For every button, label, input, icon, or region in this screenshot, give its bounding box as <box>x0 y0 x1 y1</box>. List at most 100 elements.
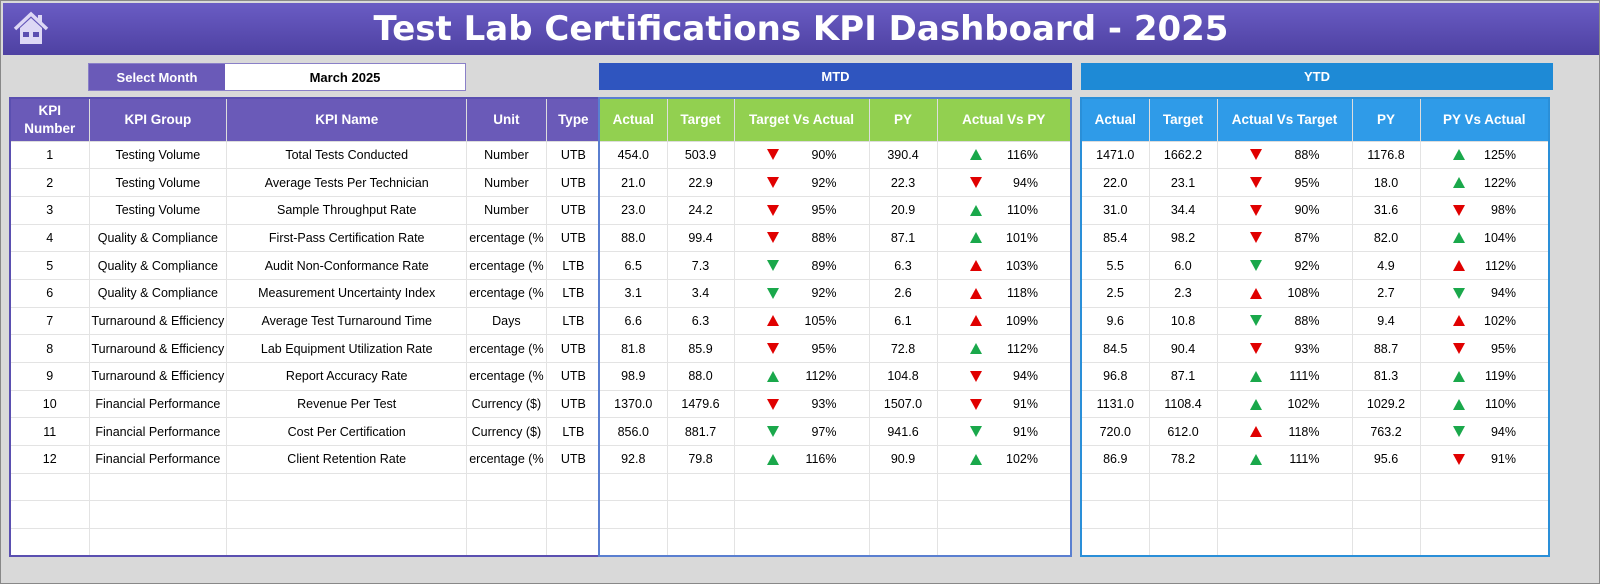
comparison-cell: 88% <box>1216 140 1353 170</box>
py-value: 941.6 <box>868 417 938 447</box>
arrow-up-icon <box>969 232 982 244</box>
kpi-type: UTB <box>545 168 602 197</box>
page-title: Test Lab Certifications KPI Dashboard - … <box>373 9 1229 49</box>
comparison-cell: 92% <box>733 278 870 308</box>
empty-cell <box>1080 528 1150 557</box>
arrow-up-icon <box>766 315 779 327</box>
target-value: 79.8 <box>666 445 735 474</box>
comparison-cell: 105% <box>733 306 870 336</box>
actual-value: 3.1 <box>598 278 668 308</box>
arrow-down-icon <box>1249 343 1262 355</box>
percent-value: 95% <box>1294 175 1320 190</box>
kpi-name: First-Pass Certification Rate <box>226 223 468 253</box>
empty-cell <box>1148 472 1218 502</box>
arrow-up-icon <box>1249 370 1262 382</box>
kpi-unit: Number <box>466 168 547 197</box>
comparison-cell: 118% <box>1216 417 1353 447</box>
comparison-cell: 101% <box>936 223 1072 253</box>
arrow-up-icon <box>766 453 779 465</box>
kpi-unit: Days <box>466 306 547 336</box>
table-row: 1 Testing Volume Total Tests Conducted Numb… <box>9 140 602 170</box>
comparison-cell: 111% <box>1216 445 1353 474</box>
comparison-cell: 125% <box>1419 140 1550 170</box>
percent-value: 90% <box>1294 203 1320 218</box>
kpi-name: Audit Non-Conformance Rate <box>226 251 468 280</box>
empty-cell <box>868 500 938 530</box>
kpi-unit: Number <box>466 195 547 225</box>
actual-value: 5.5 <box>1080 251 1150 280</box>
percent-value: 91% <box>1012 397 1038 412</box>
kpi-type: UTB <box>545 223 602 253</box>
arrow-up-icon <box>1452 232 1465 244</box>
target-value: 881.7 <box>666 417 735 447</box>
comparison-cell: 94% <box>1419 278 1550 308</box>
comparison-cell: 94% <box>936 362 1072 391</box>
column-header: Target Vs Actual <box>733 97 870 142</box>
percent-value: 109% <box>1006 313 1038 328</box>
empty-cell <box>466 528 547 557</box>
percent-value: 119% <box>1484 369 1516 384</box>
table-row: 6.5 7.3 89% 6.3 103% <box>598 251 1072 280</box>
comparison-cell: 94% <box>936 168 1072 197</box>
percent-value: 112% <box>805 369 837 384</box>
kpi-group: Testing Volume <box>88 168 228 197</box>
percent-value: 92% <box>811 175 837 190</box>
table-row: 96.8 87.1 111% 81.3 119% <box>1080 362 1550 391</box>
kpi-group: Financial Performance <box>88 445 228 474</box>
empty-cell <box>466 500 547 530</box>
dashboard-header: Test Lab Certifications KPI Dashboard - … <box>3 3 1599 55</box>
target-value: 22.9 <box>666 168 735 197</box>
empty-cell <box>733 472 870 502</box>
py-value: 20.9 <box>868 195 938 225</box>
percent-value: 92% <box>811 286 837 301</box>
percent-value: 88% <box>1294 147 1320 162</box>
month-dropdown[interactable]: March 2025 <box>225 64 465 90</box>
comparison-cell: 95% <box>733 334 870 363</box>
table-row: 720.0 612.0 118% 763.2 94% <box>1080 417 1550 447</box>
comparison-cell: 111% <box>1216 362 1353 391</box>
empty-cell <box>1216 528 1353 557</box>
actual-value: 1471.0 <box>1080 140 1150 170</box>
kpi-group: Quality & Compliance <box>88 251 228 280</box>
arrow-up-icon <box>969 453 982 465</box>
py-value: 88.7 <box>1351 334 1421 363</box>
py-value: 9.4 <box>1351 306 1421 336</box>
arrow-up-icon <box>969 343 982 355</box>
actual-value: 2.5 <box>1080 278 1150 308</box>
py-value: 1176.8 <box>1351 140 1421 170</box>
empty-cell <box>1148 500 1218 530</box>
column-header: Actual <box>598 97 668 142</box>
column-header: Actual Vs Target <box>1216 97 1353 142</box>
arrow-down-icon <box>766 343 779 355</box>
kpi-type: UTB <box>545 445 602 474</box>
arrow-up-icon <box>1249 398 1262 410</box>
actual-value: 454.0 <box>598 140 668 170</box>
percent-value: 111% <box>1289 452 1320 467</box>
ytd-table: Actual Target Actual Vs Target PY PY Vs Actu… <box>1080 97 1550 558</box>
comparison-cell: 95% <box>1419 334 1550 363</box>
percent-value: 102% <box>1287 397 1320 412</box>
actual-value: 1370.0 <box>598 389 668 419</box>
target-value: 88.0 <box>666 362 735 391</box>
kpi-name: Report Accuracy Rate <box>226 362 468 391</box>
percent-value: 94% <box>1490 424 1516 439</box>
percent-value: 111% <box>1289 369 1320 384</box>
kpi-type: UTB <box>545 362 602 391</box>
empty-cell <box>936 500 1072 530</box>
comparison-cell: 97% <box>733 417 870 447</box>
target-value: 7.3 <box>666 251 735 280</box>
target-value: 2.3 <box>1148 278 1218 308</box>
comparison-cell: 102% <box>936 445 1072 474</box>
arrow-down-icon <box>1249 315 1262 327</box>
actual-value: 1131.0 <box>1080 389 1150 419</box>
percent-value: 93% <box>811 397 837 412</box>
table-row: 3.1 3.4 92% 2.6 118% <box>598 278 1072 308</box>
arrow-down-icon <box>969 398 982 410</box>
kpi-group: Turnaround & Efficiency <box>88 334 228 363</box>
arrow-up-icon <box>766 370 779 382</box>
home-icon[interactable] <box>11 9 51 49</box>
comparison-cell: 88% <box>1216 306 1353 336</box>
empty-cell <box>1351 472 1421 502</box>
empty-cell <box>1351 528 1421 557</box>
ytd-banner: YTD <box>1081 63 1553 90</box>
